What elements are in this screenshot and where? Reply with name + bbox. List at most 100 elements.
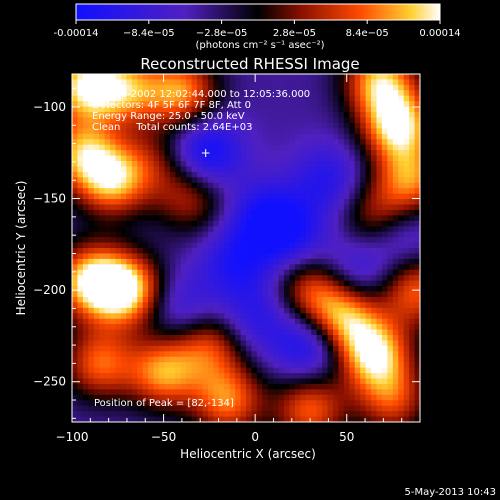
heatmap-cell	[294, 269, 301, 276]
heatmap-cell	[180, 394, 187, 401]
heatmap-cell	[365, 161, 372, 168]
heatmap-cell	[159, 171, 166, 178]
heatmap-cell	[267, 280, 274, 287]
heatmap-cell	[77, 275, 84, 282]
heatmap-cell	[311, 237, 318, 244]
heatmap-cell	[392, 177, 399, 184]
heatmap-cell	[164, 340, 171, 347]
heatmap-cell	[267, 215, 274, 222]
heatmap-cell	[273, 215, 280, 222]
heatmap-cell	[311, 74, 318, 81]
heatmap-cell	[267, 356, 274, 363]
heatmap-cell	[251, 117, 258, 124]
heatmap-cell	[398, 133, 405, 140]
heatmap-cell	[403, 204, 410, 211]
heatmap-cell	[387, 144, 394, 151]
heatmap-cell	[316, 394, 323, 401]
heatmap-cell	[218, 356, 225, 363]
heatmap-cell	[207, 394, 214, 401]
heatmap-cell	[381, 171, 388, 178]
heatmap-cell	[148, 335, 155, 342]
heatmap-cell	[262, 166, 269, 173]
heatmap-cell	[278, 351, 285, 358]
heatmap-cell	[273, 133, 280, 140]
heatmap-cell	[82, 394, 89, 401]
heatmap-cell	[104, 362, 111, 369]
heatmap-cell	[305, 161, 312, 168]
heatmap-cell	[349, 231, 356, 238]
heatmap-cell	[333, 296, 340, 303]
heatmap-cell	[316, 188, 323, 195]
heatmap-cell	[197, 117, 204, 124]
heatmap-cell	[398, 112, 405, 119]
heatmap-cell	[229, 351, 236, 358]
heatmap-cell	[262, 144, 269, 151]
heatmap-cell	[322, 144, 329, 151]
heatmap-cell	[240, 318, 247, 325]
heatmap-cell	[387, 383, 394, 390]
heatmap-cell	[153, 74, 160, 81]
heatmap-cell	[131, 416, 138, 422]
heatmap-cell	[256, 171, 263, 178]
heatmap-cell	[316, 329, 323, 336]
heatmap-cell	[202, 351, 209, 358]
heatmap-cell	[137, 269, 144, 276]
heatmap-cell	[414, 329, 420, 336]
heatmap-cell	[360, 231, 367, 238]
heatmap-cell	[175, 182, 182, 189]
heatmap-cell	[191, 128, 198, 135]
heatmap-cell	[365, 389, 372, 396]
heatmap-cell	[115, 411, 122, 418]
heatmap-cell	[153, 199, 160, 206]
heatmap-cell	[191, 356, 198, 363]
heatmap-cell	[99, 394, 106, 401]
heatmap-cell	[387, 101, 394, 108]
heatmap-cell	[371, 161, 378, 168]
heatmap-cell	[148, 264, 155, 271]
heatmap-cell	[186, 204, 193, 211]
heatmap-cell	[294, 188, 301, 195]
heatmap-cell	[294, 367, 301, 374]
heatmap-cell	[343, 324, 350, 331]
heatmap-cell	[235, 286, 242, 293]
heatmap-cell	[115, 394, 122, 401]
heatmap-cell	[93, 405, 100, 412]
heatmap-cell	[409, 280, 416, 287]
heatmap-cell	[169, 264, 176, 271]
heatmap-cell	[343, 373, 350, 380]
heatmap-cell	[360, 112, 367, 119]
heatmap-cell	[251, 416, 258, 422]
heatmap-cell	[104, 264, 111, 271]
heatmap-cell	[110, 340, 117, 347]
heatmap-cell	[110, 296, 117, 303]
heatmap-cell	[159, 351, 166, 358]
heatmap-cell	[82, 291, 89, 298]
heatmap-cell	[180, 280, 187, 287]
heatmap-cell	[159, 275, 166, 282]
heatmap-cell	[99, 199, 106, 206]
heatmap-cell	[256, 335, 263, 342]
heatmap-cell	[365, 133, 372, 140]
heatmap-cell	[191, 286, 198, 293]
heatmap-cell	[256, 220, 263, 227]
heatmap-cell	[300, 204, 307, 211]
heatmap-cell	[246, 356, 253, 363]
heatmap-cell	[403, 291, 410, 298]
heatmap-cell	[278, 199, 285, 206]
heatmap-cell	[207, 182, 214, 189]
heatmap-cell	[153, 177, 160, 184]
heatmap-cell	[120, 95, 127, 102]
heatmap-cell	[77, 112, 84, 119]
heatmap-cell	[99, 79, 106, 86]
heatmap-cell	[175, 74, 182, 81]
heatmap-cell	[316, 226, 323, 233]
heatmap-cell	[159, 177, 166, 184]
heatmap-cell	[191, 253, 198, 260]
heatmap-cell	[278, 209, 285, 216]
heatmap-cell	[159, 367, 166, 374]
heatmap-cell	[300, 215, 307, 222]
heatmap-cell	[273, 128, 280, 135]
heatmap-cell	[126, 313, 133, 320]
heatmap-cell	[229, 150, 236, 157]
heatmap-cell	[153, 133, 160, 140]
